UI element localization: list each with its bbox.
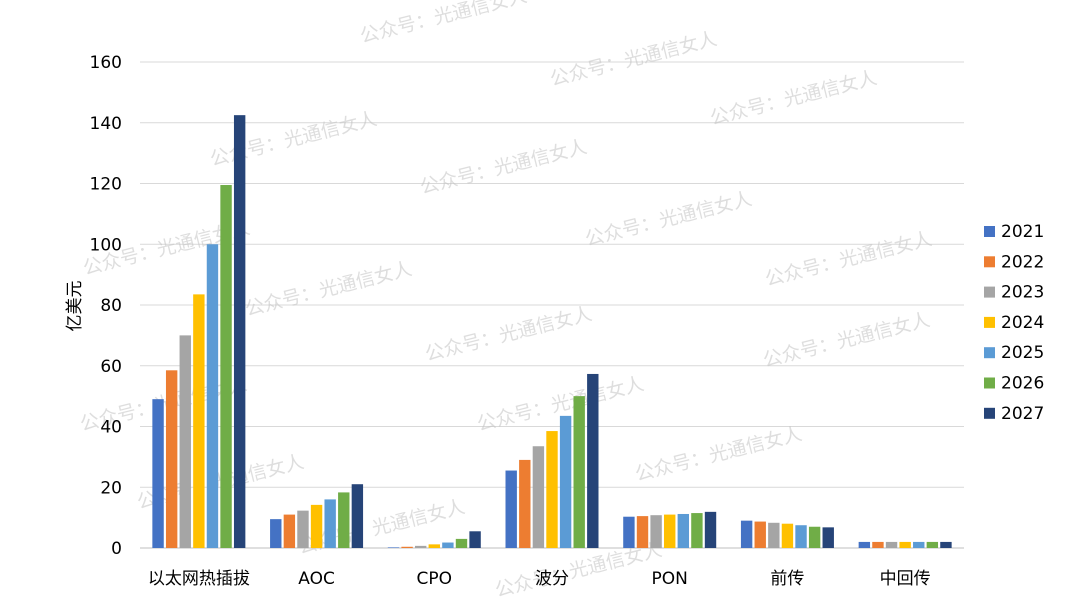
bar-2024-4 <box>664 514 676 548</box>
bar-2025-6 <box>913 541 925 548</box>
bar-2021-4 <box>623 516 635 548</box>
legend-label: 2023 <box>1001 283 1044 303</box>
watermark-text: 公众号：光通信女人 <box>761 309 932 372</box>
bar-2024-6 <box>899 541 911 548</box>
y-axis-ticks: 0 20 40 60 80 100 120 140 160 <box>90 53 122 559</box>
bar-2024-5 <box>781 523 794 548</box>
legend: 2021 2022 2023 2024 2025 2026 2027 <box>984 222 1044 424</box>
bar-2022-2 <box>401 546 413 548</box>
bar-2024-2 <box>428 544 440 548</box>
legend-swatch <box>984 226 995 237</box>
bar-2025-3 <box>559 415 572 548</box>
bar-2024-3 <box>546 431 558 548</box>
bar-2022-4 <box>636 516 649 548</box>
y-tick-label: 80 <box>100 296 122 316</box>
bar-2027-0 <box>233 115 246 548</box>
y-tick-label: 160 <box>90 53 122 73</box>
category-label: 波分 <box>535 569 569 589</box>
legend-swatch <box>984 407 995 419</box>
grid-lines <box>140 61 964 549</box>
bar-2024-1 <box>310 504 323 548</box>
y-tick-label: 20 <box>100 478 122 498</box>
watermark-text: 公众号：光通信女人 <box>423 303 594 366</box>
bar-2023-0 <box>179 335 191 549</box>
legend-label: 2024 <box>1001 313 1044 333</box>
legend-label: 2025 <box>1001 343 1044 363</box>
bar-2022-1 <box>283 514 296 548</box>
legend-label: 2021 <box>1001 222 1044 242</box>
bar-2027-6 <box>940 541 952 548</box>
bar-2025-5 <box>795 525 807 548</box>
bar-2023-5 <box>768 522 780 548</box>
bar-2021-6 <box>858 541 871 548</box>
category-label: 以太网热插拔 <box>148 569 250 589</box>
y-tick-label: 40 <box>100 418 122 438</box>
watermark-text: 公众号：光通信女人 <box>548 28 719 91</box>
category-label: 中回传 <box>880 569 931 589</box>
y-tick-label: 60 <box>100 357 122 377</box>
legend-swatch <box>984 347 995 359</box>
bar-2023-6 <box>885 541 898 548</box>
bar-2026-5 <box>808 526 821 548</box>
category-label: AOC <box>298 569 335 589</box>
legend-label: 2027 <box>1001 404 1044 424</box>
bar-2021-1 <box>270 519 282 548</box>
bar-2026-0 <box>220 185 232 548</box>
bar-2021-0 <box>152 399 164 548</box>
watermark-text: 公众号：光通信女人 <box>358 0 529 48</box>
bar-2023-4 <box>650 515 662 548</box>
bar-2022-6 <box>872 541 884 548</box>
y-tick-label: 0 <box>111 539 122 559</box>
bar-2024-0 <box>193 294 205 548</box>
bar-2022-3 <box>519 459 531 548</box>
category-label: 前传 <box>770 569 804 589</box>
category-label: PON <box>652 569 688 589</box>
bar-2027-4 <box>704 511 717 548</box>
y-tick-label: 140 <box>90 114 122 134</box>
bar-2025-2 <box>442 542 454 548</box>
bar-2027-1 <box>351 484 364 548</box>
watermark-text: 公众号：光通信女人 <box>708 67 879 130</box>
watermark-text: 公众号：光通信女人 <box>583 188 754 251</box>
bar-2027-3 <box>587 373 599 548</box>
bar-2025-4 <box>677 513 690 548</box>
bar-2022-5 <box>754 521 766 548</box>
bar-2025-1 <box>324 499 336 548</box>
bar-2025-0 <box>206 244 219 548</box>
watermark-text: 公众号：光通信女人 <box>633 423 804 486</box>
legend-swatch <box>984 377 995 389</box>
legend-swatch <box>984 316 995 328</box>
bar-2021-3 <box>505 470 517 548</box>
legend-swatch <box>984 286 995 298</box>
bar-2026-1 <box>338 492 350 548</box>
bar-2023-2 <box>414 545 427 548</box>
bar-2027-5 <box>822 527 834 548</box>
bar-2026-3 <box>573 396 585 549</box>
category-label: CPO <box>417 569 453 589</box>
legend-label: 2026 <box>1001 374 1044 394</box>
y-tick-label: 100 <box>90 235 122 255</box>
bar-2026-6 <box>926 541 939 548</box>
watermark-text: 公众号：光通信女人 <box>243 258 414 321</box>
y-axis-label: 亿美元 <box>65 281 85 332</box>
bar-2021-5 <box>740 520 753 548</box>
watermark-text: 公众号：光通信女人 <box>208 108 379 171</box>
watermark-text: 公众号：光通信女人 <box>418 136 589 199</box>
bar-2026-4 <box>691 513 703 548</box>
bar-2027-2 <box>469 531 481 548</box>
bar-2021-2 <box>387 547 400 548</box>
y-tick-label: 120 <box>90 175 122 195</box>
bar-2023-1 <box>297 510 309 548</box>
legend-swatch <box>984 256 995 268</box>
watermark-text: 公众号：光通信女人 <box>763 228 934 291</box>
legend-label: 2022 <box>1001 252 1044 272</box>
x-axis-categories: 以太网热插拔 AOC CPO 波分 PON 前传 中回传 <box>148 569 931 589</box>
bar-2023-3 <box>532 446 545 548</box>
bars <box>152 115 952 549</box>
bar-2026-2 <box>455 538 468 548</box>
bar-2022-0 <box>165 370 178 548</box>
